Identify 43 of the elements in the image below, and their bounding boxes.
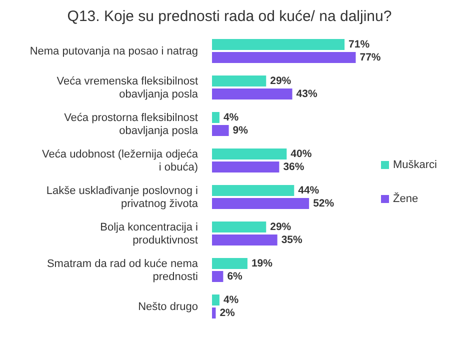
- data-label: 4%: [223, 294, 240, 306]
- bar: [212, 234, 278, 246]
- legend-label: Muškarci: [392, 159, 437, 171]
- y-tick-label: Nema putovanja na posao i natrag: [30, 45, 198, 58]
- legend-label: Žene: [392, 193, 418, 205]
- y-tick-label: Bolja koncentracija i produktivnost: [100, 221, 198, 246]
- bar: [212, 39, 345, 50]
- bar: [212, 198, 310, 209]
- data-label: 35%: [281, 234, 304, 246]
- y-tick-label: Veća udobnost (ležernija odjeća i obuća): [42, 148, 199, 174]
- data-label: 36%: [283, 161, 305, 173]
- bar: [212, 294, 220, 306]
- bar: [212, 52, 356, 63]
- bar: [212, 88, 292, 100]
- chart-title: Q13. Koje su prednosti rada od kuće/ na daljinu?: [66, 8, 393, 25]
- data-label: 29%: [270, 221, 292, 233]
- data-label: 6%: [227, 270, 244, 282]
- data-label: 4%: [223, 112, 240, 124]
- data-label: 9%: [232, 124, 249, 136]
- bar: [212, 308, 216, 318]
- bar: [212, 271, 224, 282]
- data-label: 2%: [220, 307, 236, 319]
- y-tick-label: Veća vremenska fleksibilnost obavljanja posla: [56, 75, 199, 100]
- bar: [212, 185, 294, 196]
- data-label: 40%: [290, 148, 312, 160]
- bar: [212, 148, 287, 160]
- bar: [212, 125, 229, 136]
- data-label: 52%: [313, 198, 335, 210]
- bar: [212, 258, 248, 269]
- data-label: 77%: [360, 52, 382, 64]
- y-tick-label: Veća prostorna fleksibilnost obavljanja posla: [64, 112, 199, 137]
- data-label: 19%: [251, 258, 274, 270]
- data-label: 43%: [296, 88, 318, 100]
- bar: [212, 162, 280, 172]
- data-label: 44%: [298, 184, 320, 196]
- bar: [212, 112, 220, 123]
- bar: [212, 76, 266, 86]
- bar: [212, 222, 266, 232]
- y-tick-label: Lakše usklađivanje poslovnog i privatnog života: [46, 184, 199, 210]
- data-label: 71%: [348, 38, 370, 50]
- data-label: 29%: [270, 75, 292, 87]
- y-tick-label: Nešto drugo: [138, 300, 198, 313]
- y-tick-label: Smatram da rad od kuće nema prednosti: [46, 258, 199, 283]
